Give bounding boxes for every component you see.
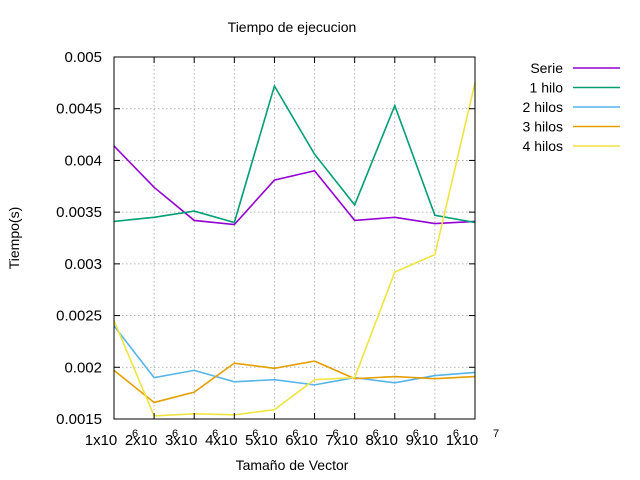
series-line-serie bbox=[113, 145, 476, 226]
series-lines bbox=[113, 82, 476, 417]
x-tick-label: 5x10 bbox=[245, 432, 278, 449]
series-line-1-hilo bbox=[113, 83, 476, 224]
x-tick-label: 1x10 bbox=[446, 432, 479, 449]
y-tick-label: 0.002 bbox=[64, 359, 102, 376]
x-tick-label: 1x10 bbox=[85, 432, 118, 449]
legend-label: 1 hilo bbox=[530, 80, 564, 96]
plot-frame bbox=[113, 56, 476, 420]
legend-label: 4 hilos bbox=[523, 138, 563, 154]
x-tick-exponent: 6 bbox=[332, 428, 338, 440]
legend-label: Serie bbox=[530, 60, 563, 76]
x-tick-exponent: 6 bbox=[413, 428, 419, 440]
x-tick-label: 4x10 bbox=[205, 432, 238, 449]
x-tick-label: 3x10 bbox=[165, 432, 198, 449]
legend: Serie 1 hilo 2 hilos 3 hilos 4 hilos bbox=[523, 60, 620, 154]
x-tick-exponent: 6 bbox=[292, 428, 298, 440]
x-tick-exponent: 6 bbox=[132, 428, 138, 440]
y-axis-title: Tiempo(s) bbox=[6, 207, 22, 270]
x-tick-exponent: 6 bbox=[172, 428, 178, 440]
legend-label: 3 hilos bbox=[523, 119, 563, 135]
axis-ticks bbox=[113, 56, 476, 420]
x-tick-label: 9x10 bbox=[406, 432, 439, 449]
y-tick-label: 0.0025 bbox=[56, 308, 102, 325]
y-tick-label: 0.0015 bbox=[56, 411, 102, 428]
x-tick-exponent: 7 bbox=[493, 428, 499, 440]
x-tick-label: 8x10 bbox=[366, 432, 399, 449]
grid bbox=[114, 57, 475, 419]
series-line-4-hilos bbox=[113, 82, 476, 417]
y-tick-label: 0.0045 bbox=[56, 101, 102, 118]
y-tick-label: 0.0035 bbox=[56, 204, 102, 221]
y-tick-label: 0.004 bbox=[64, 152, 102, 169]
x-tick-label: 7x10 bbox=[325, 432, 358, 449]
tick-labels: 0.0015 0.002 0.0025 0.003 0.0035 0.004 0.0045 0… bbox=[56, 49, 499, 449]
x-tick-exponent: 6 bbox=[212, 428, 218, 440]
x-axis-title: Tamaño de Vector bbox=[236, 457, 349, 473]
y-tick-label: 0.005 bbox=[64, 49, 102, 66]
series-line-3-hilos bbox=[113, 360, 476, 404]
x-tick-exponent: 6 bbox=[373, 428, 379, 440]
x-tick-label: 2x10 bbox=[125, 432, 158, 449]
legend-label: 2 hilos bbox=[523, 99, 563, 115]
x-tick-exponent: 6 bbox=[252, 428, 258, 440]
x-tick-label: 6x10 bbox=[285, 432, 318, 449]
y-tick-label: 0.003 bbox=[64, 256, 102, 273]
series-line-2-hilos bbox=[113, 325, 476, 386]
x-tick-exponent: 6 bbox=[453, 428, 459, 440]
chart-title: Tiempo de ejecucion bbox=[228, 19, 357, 35]
